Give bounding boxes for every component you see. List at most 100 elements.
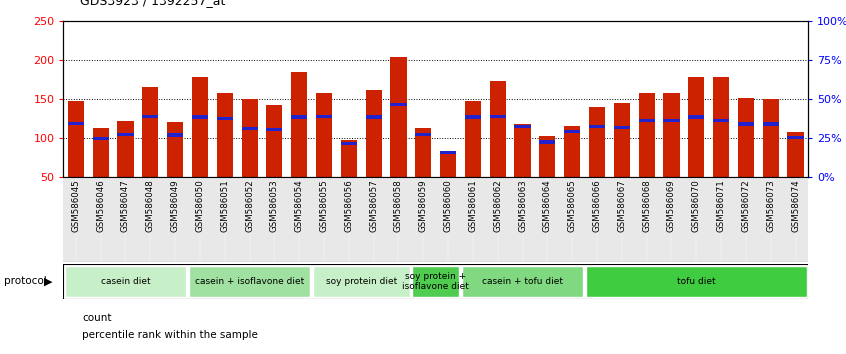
Bar [490, 115, 506, 118]
Text: GSM586059: GSM586059 [419, 179, 428, 232]
Bar [613, 126, 630, 130]
Text: GSM586067: GSM586067 [618, 179, 626, 232]
Text: GSM586049: GSM586049 [171, 179, 179, 232]
Text: percentile rank within the sample: percentile rank within the sample [82, 330, 258, 340]
Text: GSM586047: GSM586047 [121, 179, 130, 232]
Bar [316, 115, 332, 118]
Bar [738, 122, 754, 126]
Bar [68, 101, 84, 177]
Text: casein + tofu diet: casein + tofu diet [482, 277, 563, 286]
Bar [713, 119, 729, 122]
Text: GSM586069: GSM586069 [667, 179, 676, 232]
Bar [142, 87, 158, 177]
Bar [313, 266, 409, 297]
Text: GSM586050: GSM586050 [195, 179, 205, 232]
Bar [788, 136, 804, 139]
Bar [291, 72, 307, 177]
Text: GSM586061: GSM586061 [469, 179, 477, 232]
Bar [192, 115, 208, 119]
Bar [68, 122, 84, 125]
Bar [464, 102, 481, 177]
Text: GSM586046: GSM586046 [96, 179, 105, 232]
Bar [341, 142, 357, 145]
Bar [762, 99, 779, 177]
Bar [585, 266, 807, 297]
Bar [241, 99, 258, 177]
Text: tofu diet: tofu diet [677, 277, 716, 286]
Bar [589, 107, 605, 177]
Text: soy protein diet: soy protein diet [326, 277, 397, 286]
Bar [514, 124, 530, 177]
Bar [92, 137, 109, 139]
Text: casein + isoflavone diet: casein + isoflavone diet [195, 277, 305, 286]
Text: GSM586071: GSM586071 [717, 179, 726, 232]
Text: protocol: protocol [4, 276, 47, 286]
Text: GSM586048: GSM586048 [146, 179, 155, 232]
Bar [167, 122, 184, 177]
Bar [539, 136, 556, 177]
Bar [539, 141, 556, 143]
Text: GSM586060: GSM586060 [443, 179, 453, 232]
Bar [440, 154, 456, 177]
Bar [189, 266, 310, 297]
Text: GSM586052: GSM586052 [245, 179, 254, 232]
Text: count: count [82, 313, 112, 322]
Bar [390, 57, 407, 177]
Bar [63, 177, 808, 262]
Bar [92, 128, 109, 177]
Bar [291, 115, 307, 119]
Bar [365, 90, 382, 177]
Bar [415, 133, 431, 136]
Bar [762, 122, 779, 126]
Text: GSM586054: GSM586054 [294, 179, 304, 232]
Text: GSM586063: GSM586063 [518, 179, 527, 232]
Text: soy protein +
isoflavone diet: soy protein + isoflavone diet [402, 272, 470, 291]
Text: GSM586055: GSM586055 [320, 179, 328, 232]
Bar [663, 93, 679, 177]
Bar [639, 93, 655, 177]
Bar [316, 93, 332, 177]
Bar [462, 266, 584, 297]
Bar [118, 133, 134, 136]
Text: GSM586072: GSM586072 [741, 179, 750, 232]
Bar [440, 150, 456, 154]
Bar [738, 98, 754, 177]
Bar [341, 139, 357, 177]
Bar [412, 266, 459, 297]
Bar [613, 103, 630, 177]
Bar [490, 81, 506, 177]
Text: GSM586058: GSM586058 [394, 179, 403, 232]
Bar [688, 115, 705, 119]
Bar [415, 128, 431, 177]
Bar [266, 128, 283, 131]
Text: GSM586064: GSM586064 [543, 179, 552, 232]
Text: GSM586053: GSM586053 [270, 179, 279, 232]
Bar [788, 132, 804, 177]
Bar [217, 117, 233, 120]
Bar [688, 77, 705, 177]
Bar [365, 115, 382, 119]
Bar [142, 115, 158, 118]
Text: GSM586065: GSM586065 [568, 179, 577, 232]
Bar [663, 119, 679, 122]
Text: GSM586073: GSM586073 [766, 179, 775, 232]
Text: GSM586068: GSM586068 [642, 179, 651, 232]
Bar [118, 121, 134, 177]
Bar [639, 119, 655, 122]
Bar [713, 77, 729, 177]
Text: GDS3923 / 1392257_at: GDS3923 / 1392257_at [80, 0, 226, 7]
Text: ▶: ▶ [44, 276, 52, 286]
Text: GSM586074: GSM586074 [791, 179, 800, 232]
Bar [464, 115, 481, 119]
Text: GSM586057: GSM586057 [369, 179, 378, 232]
Text: GSM586062: GSM586062 [493, 179, 503, 232]
Bar [390, 103, 407, 106]
Text: GSM586051: GSM586051 [220, 179, 229, 232]
Text: casein diet: casein diet [101, 277, 151, 286]
Bar [589, 125, 605, 128]
Text: GSM586056: GSM586056 [344, 179, 354, 232]
Text: GSM586066: GSM586066 [592, 179, 602, 232]
Bar [64, 266, 186, 297]
Bar [241, 127, 258, 130]
Bar [514, 125, 530, 128]
